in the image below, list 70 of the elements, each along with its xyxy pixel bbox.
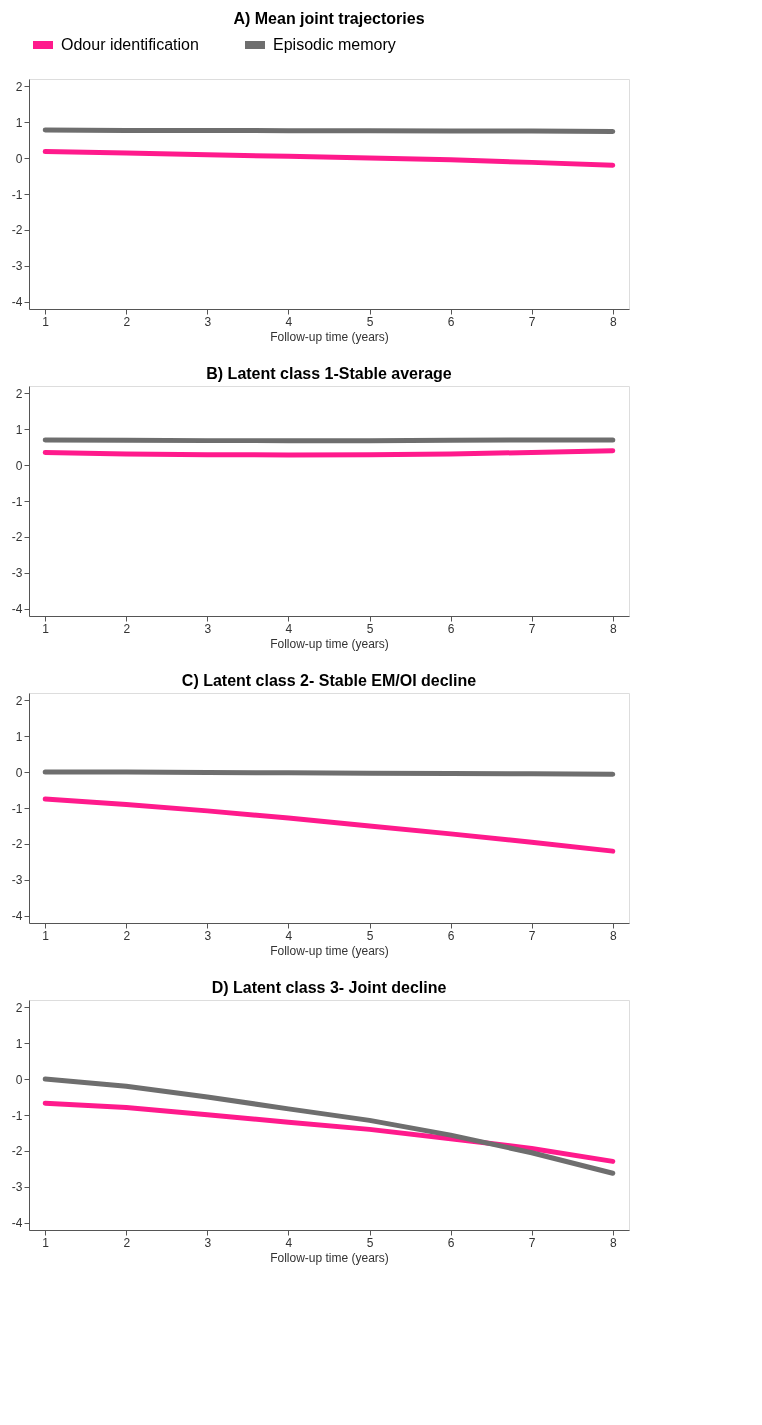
y-tick-label: -4 (11, 1216, 23, 1231)
y-tick-label: -4 (11, 295, 23, 310)
y-tick-label: -2 (11, 837, 23, 852)
chart-title: D) Latent class 3- Joint decline (211, 979, 447, 996)
x-tick-label: 4 (285, 621, 293, 636)
x-tick-label: 1 (42, 621, 50, 636)
x-tick-label: 3 (204, 928, 212, 943)
x-tick-label: 5 (366, 314, 374, 329)
y-tick-label: -3 (11, 566, 23, 581)
x-tick-label: 8 (609, 928, 617, 943)
y-tick-label: 1 (15, 422, 23, 437)
y-tick-label: -1 (11, 1108, 23, 1123)
legend-label: Episodic memory (273, 36, 396, 53)
x-tick-label: 8 (609, 1235, 617, 1250)
x-axis-title: Follow-up time (years) (270, 636, 389, 651)
x-tick-label: 8 (609, 314, 617, 329)
x-tick-label: 1 (42, 1235, 50, 1250)
x-tick-label: 4 (285, 314, 293, 329)
y-tick-label: -3 (11, 259, 23, 274)
x-axis-title: Follow-up time (years) (270, 1250, 389, 1265)
x-tick-label: 5 (366, 621, 374, 636)
x-tick-label: 2 (123, 928, 131, 943)
x-tick-label: 3 (204, 1235, 212, 1250)
x-tick-label: 4 (285, 1235, 293, 1250)
y-tick-label: 0 (15, 765, 23, 780)
y-tick-label: 0 (15, 458, 23, 473)
y-tick-label: 2 (15, 79, 23, 94)
y-tick-label: -4 (11, 909, 23, 924)
y-tick-label: -3 (11, 1180, 23, 1195)
x-axis-title: Follow-up time (years) (270, 329, 389, 344)
x-tick-label: 6 (447, 1235, 455, 1250)
y-tick-label: 2 (15, 1000, 23, 1015)
chart-title: C) Latent class 2- Stable EM/OI decline (181, 672, 477, 689)
y-tick-label: -1 (11, 801, 23, 816)
y-tick-label: -2 (11, 1144, 23, 1159)
x-tick-label: 7 (528, 314, 536, 329)
y-tick-label: 1 (15, 729, 23, 744)
x-tick-label: 2 (123, 1235, 131, 1250)
y-tick-label: 0 (15, 1072, 23, 1087)
y-tick-label: -3 (11, 873, 23, 888)
y-tick-label: 1 (15, 115, 23, 130)
y-tick-label: -2 (11, 223, 23, 238)
x-tick-label: 4 (285, 928, 293, 943)
legend-label: Odour identification (61, 36, 199, 53)
x-tick-label: 8 (609, 621, 617, 636)
y-tick-label: 1 (15, 1036, 23, 1051)
x-tick-label: 7 (528, 928, 536, 943)
y-tick-label: -1 (11, 187, 23, 202)
x-tick-label: 6 (447, 314, 455, 329)
x-tick-label: 2 (123, 314, 131, 329)
x-tick-label: 7 (528, 621, 536, 636)
x-tick-label: 3 (204, 621, 212, 636)
x-tick-label: 1 (42, 928, 50, 943)
x-tick-label: 3 (204, 314, 212, 329)
chart-title: A) Mean joint trajectories (233, 10, 425, 27)
y-tick-label: 0 (15, 151, 23, 166)
y-tick-label: 2 (15, 386, 23, 401)
x-tick-label: 1 (42, 314, 50, 329)
x-tick-label: 2 (123, 621, 131, 636)
y-tick-label: -2 (11, 530, 23, 545)
x-tick-label: 6 (447, 621, 455, 636)
x-tick-label: 6 (447, 928, 455, 943)
chart-title: B) Latent class 1-Stable average (206, 365, 452, 382)
x-axis-title: Follow-up time (years) (270, 943, 389, 958)
x-tick-label: 5 (366, 928, 374, 943)
x-tick-label: 5 (366, 1235, 374, 1250)
y-tick-label: 2 (15, 693, 23, 708)
y-tick-label: -1 (11, 494, 23, 509)
y-tick-label: -4 (11, 602, 23, 617)
x-tick-label: 7 (528, 1235, 536, 1250)
